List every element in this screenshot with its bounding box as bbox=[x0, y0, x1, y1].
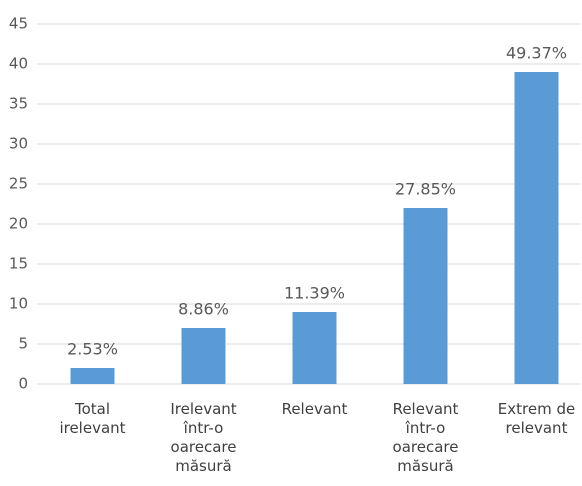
bar bbox=[514, 72, 559, 384]
y-tick-label: 30 bbox=[9, 135, 28, 153]
x-tick-label: Relevant într-o oarecare măsură bbox=[392, 400, 459, 475]
x-tick-label: Total irelevant bbox=[59, 400, 126, 437]
y-tick-label: 10 bbox=[9, 295, 28, 313]
data-label: 8.86% bbox=[178, 300, 229, 319]
bar bbox=[70, 368, 115, 384]
x-tick-label: Relevant bbox=[281, 400, 348, 418]
bar bbox=[181, 328, 226, 384]
y-tick-label: 45 bbox=[9, 15, 28, 33]
bar bbox=[403, 208, 448, 384]
y-tick-label: 5 bbox=[18, 335, 28, 353]
data-label: 2.53% bbox=[67, 340, 118, 359]
bar bbox=[292, 312, 337, 384]
y-tick-label: 25 bbox=[9, 175, 28, 193]
y-tick-label: 35 bbox=[9, 95, 28, 113]
y-tick-label: 20 bbox=[9, 215, 28, 233]
x-tick-label: Irelevant într-o oarecare măsură bbox=[170, 400, 237, 475]
data-label: 27.85% bbox=[395, 180, 456, 199]
x-tick-label: Extrem de relevant bbox=[497, 400, 576, 437]
y-tick-label: 0 bbox=[18, 375, 28, 393]
data-label: 49.37% bbox=[506, 44, 567, 63]
y-tick-label: 15 bbox=[9, 255, 28, 273]
data-label: 11.39% bbox=[284, 284, 345, 303]
y-tick-label: 40 bbox=[9, 55, 28, 73]
